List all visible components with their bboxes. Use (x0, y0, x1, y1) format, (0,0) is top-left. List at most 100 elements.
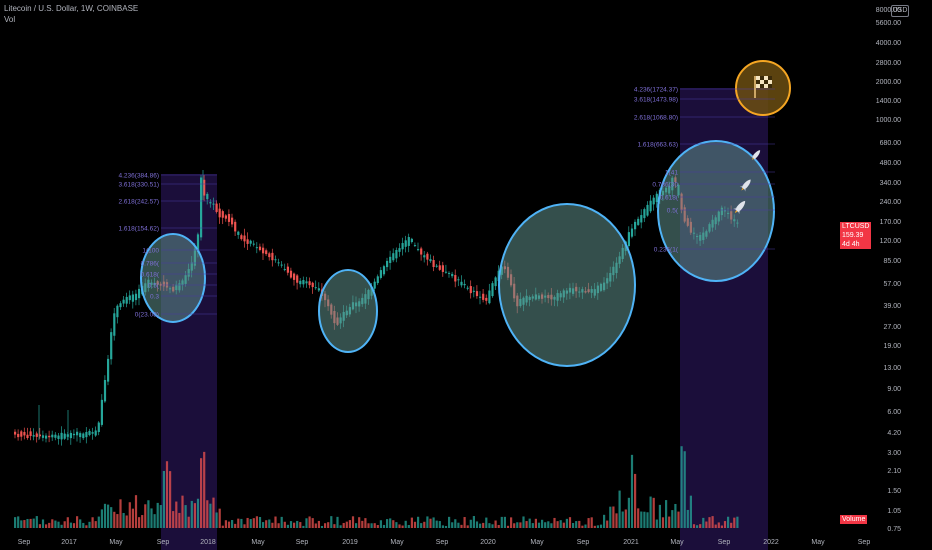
candle-body (32, 435, 35, 437)
fib-label-right: 0.786(30 (652, 182, 678, 189)
volume-bar (423, 521, 426, 528)
candle-body (417, 249, 420, 251)
volume-bar (296, 520, 299, 528)
candle-body (438, 265, 441, 270)
price-axis-label: 39.00 (883, 303, 901, 310)
price-axis-label: 9.00 (887, 386, 901, 393)
time-axis-label: Sep (718, 539, 731, 546)
candle-body (311, 282, 314, 288)
volume-bar (612, 506, 615, 528)
candle-body (289, 270, 293, 278)
price-axis[interactable]: 8000.00 5600.00 4000.00 2800.00 2000.00 1400.… (876, 7, 901, 533)
price-tag-ticker: LTCUSD (842, 223, 870, 230)
volume-bar (51, 519, 54, 528)
candle-body (627, 232, 630, 247)
volume-bar (376, 525, 379, 528)
price-axis-label: 3.00 (887, 450, 901, 457)
price-axis-label: 8000.00 (876, 7, 901, 14)
volume-bar (503, 516, 506, 528)
highlight-circles (140, 60, 791, 367)
volume-bar (516, 522, 519, 528)
volume-bar (131, 508, 134, 528)
volume-bar (398, 524, 401, 528)
candle-body (283, 269, 286, 271)
time-axis-label: Sep (577, 539, 590, 546)
volume-bar (187, 516, 190, 528)
volume-bar (550, 523, 553, 528)
annotation-icons (733, 76, 772, 215)
volume-bar (72, 523, 76, 528)
price-axis-label: 27.00 (883, 324, 901, 331)
volume-bar (196, 498, 200, 528)
candle-body (479, 296, 482, 298)
candle-body (475, 291, 479, 297)
volume-bar (584, 524, 587, 528)
volume-bar (320, 525, 324, 528)
volume-bar (215, 512, 218, 528)
volume-bar (451, 522, 454, 528)
candle-body (444, 271, 448, 273)
price-axis-label: 1.50 (887, 488, 901, 495)
volume-bar (680, 446, 683, 528)
volume-bar (324, 523, 327, 528)
candle-body (221, 211, 224, 218)
volume-bar (643, 511, 646, 528)
candle-body (110, 332, 113, 360)
volume-bar (299, 522, 302, 528)
fib-label-right: 0.618( (660, 195, 679, 202)
candle-body (224, 215, 227, 219)
candle-body (128, 295, 131, 301)
volume-bar (689, 495, 692, 528)
highlight-circle (140, 233, 206, 323)
candle-body (277, 262, 280, 264)
volume-bar (485, 517, 488, 528)
time-axis[interactable]: Sep 2017 May Sep 2018 May Sep 2019 May Sep 2020 May… (18, 539, 871, 546)
volume-bar (472, 516, 475, 528)
volume-bar (482, 522, 485, 528)
volume-bar (686, 509, 689, 528)
volume-bar (348, 520, 351, 528)
candle-body (634, 221, 637, 230)
candle-body (85, 432, 88, 438)
volume-bar (491, 524, 494, 528)
volume-bar (23, 520, 26, 528)
candle-body (649, 200, 652, 212)
volume-bar (736, 516, 739, 528)
volume-bar (302, 525, 305, 528)
candle-body (280, 264, 283, 266)
volume-bar (153, 514, 156, 528)
highlight-circle (498, 203, 636, 367)
volume-bar (696, 525, 699, 528)
volume-bar (578, 520, 581, 528)
candle-body (218, 208, 221, 218)
candle-body (268, 253, 271, 258)
volume-bar (466, 525, 469, 528)
volume-bar (252, 518, 255, 528)
fibonacci-labels: 4.236(384.86) 3.618(330.51) 2.618(242.57) 1… (119, 87, 775, 319)
volume-bar (541, 519, 544, 528)
volume-bar (544, 522, 547, 528)
candle-body (491, 283, 494, 297)
volume-bar (723, 521, 727, 528)
price-axis-label: 85.00 (883, 258, 901, 265)
candle-body (472, 290, 475, 292)
candle-body (215, 203, 218, 212)
fib-label-left: 2.618(242.57) (119, 199, 159, 206)
highlight-circle (318, 269, 378, 353)
currency-badge[interactable]: USD (891, 5, 909, 17)
candle-body (401, 243, 404, 250)
symbol-title[interactable]: Litecoin / U.S. Dollar, 1W, COINBASE (4, 4, 139, 13)
time-axis-label: May (390, 539, 404, 546)
volume-indicator-label[interactable]: Vol (4, 15, 16, 24)
volume-bar (494, 520, 497, 528)
candle-body (237, 231, 240, 235)
candle-body (637, 218, 640, 225)
volume-bar (510, 517, 513, 528)
candle-body (274, 259, 277, 261)
candle-body (296, 275, 299, 283)
volume-bar (237, 518, 240, 528)
fib-label-left: 1.618(154.62) (119, 226, 159, 233)
fib-label-left: 0.3 (150, 294, 159, 301)
volume-bar (141, 515, 144, 528)
